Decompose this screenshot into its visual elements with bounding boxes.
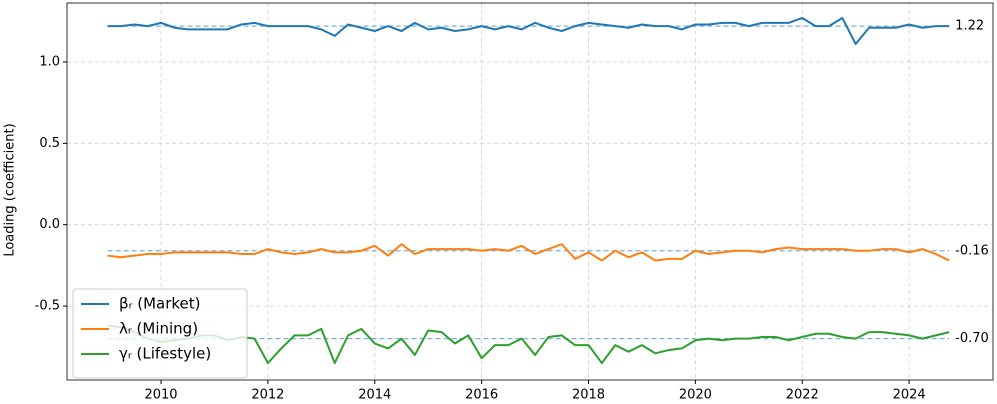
y-tick-label: 0.5 <box>39 136 60 151</box>
y-tick-label: 1.0 <box>39 54 60 69</box>
reference-label: -0.70 <box>955 331 989 346</box>
x-tick-label: 2012 <box>251 388 284 403</box>
series-line <box>107 324 950 365</box>
plot-frame <box>66 2 994 381</box>
x-tick-label: 2022 <box>786 388 819 403</box>
y-axis-label: Loading (coefficient) <box>3 123 18 256</box>
y-tick-label: 0.0 <box>39 217 60 232</box>
reference-label: 1.22 <box>955 19 984 34</box>
x-tick-label: 2010 <box>144 388 177 403</box>
legend-box <box>72 288 248 379</box>
legend-label: γᵣ (Lifestyle) <box>119 345 211 363</box>
x-tick-label: 2020 <box>679 388 712 403</box>
x-tick-label: 2014 <box>358 388 391 403</box>
x-tick-label: 2024 <box>893 388 926 403</box>
reference-label: -0.16 <box>955 243 989 258</box>
series-line <box>107 16 950 46</box>
series-line <box>107 243 950 262</box>
y-tick-label: -0.5 <box>35 299 60 314</box>
x-tick-label: 2018 <box>572 388 605 403</box>
legend: βᵣ (Market) λᵣ (Mining) γᵣ (Lifestyle) <box>72 288 248 379</box>
x-tick-label: 2016 <box>465 388 498 403</box>
legend-label: λᵣ (Mining) <box>119 320 198 338</box>
legend-label: βᵣ (Market) <box>119 295 201 313</box>
